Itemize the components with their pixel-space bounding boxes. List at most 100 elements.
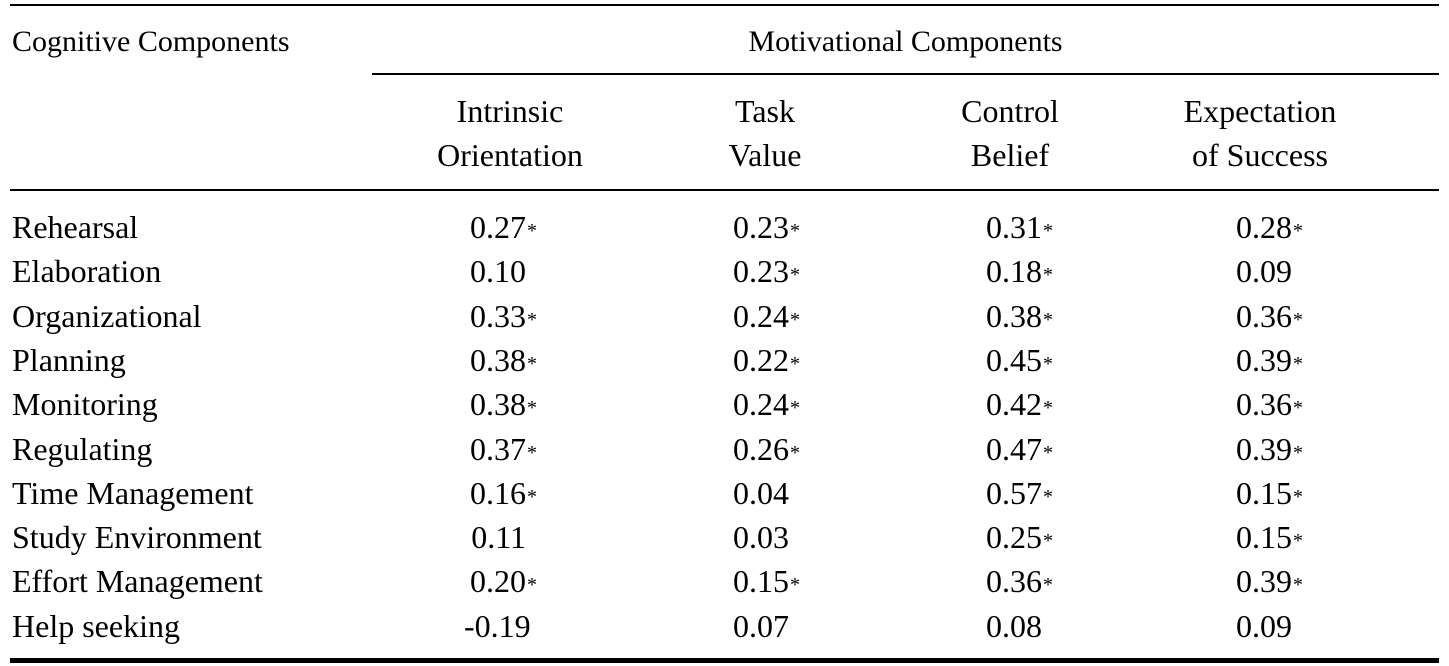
table-cell: 0.09 bbox=[1230, 249, 1293, 297]
group-heading: Motivational Components bbox=[748, 25, 1063, 58]
table-cell: 0.36* bbox=[1230, 294, 1303, 342]
cell-value: 0.39 bbox=[1236, 563, 1292, 599]
cell-value: 0.38 bbox=[470, 386, 526, 422]
cell-value: 0.04 bbox=[733, 475, 789, 511]
header-rule bbox=[10, 189, 1439, 191]
cell-value: 0.16 bbox=[470, 475, 526, 511]
cell-value: 0.24 bbox=[733, 386, 789, 422]
table-cell: 0.20* bbox=[464, 559, 537, 607]
cell-value: 0.47 bbox=[986, 431, 1042, 467]
cell-value: 0.09 bbox=[1236, 253, 1292, 289]
column-header-intrinsic-orientation: Intrinsic Orientation bbox=[390, 89, 630, 177]
significance-mark: * bbox=[790, 264, 800, 286]
column-header-line: Control bbox=[961, 93, 1059, 129]
table-cell: 0.47* bbox=[980, 427, 1053, 475]
group-rule bbox=[372, 73, 1439, 75]
table-row: Rehearsal 0.27* 0.23* 0.31* 0.28* bbox=[10, 205, 1439, 249]
cell-value: 0.23 bbox=[733, 209, 789, 245]
significance-mark: * bbox=[1293, 353, 1303, 375]
table-cell: 0.26* bbox=[727, 427, 800, 475]
significance-mark: * bbox=[527, 353, 537, 375]
cell-value: 0.36 bbox=[986, 563, 1042, 599]
cell-value: 0.22 bbox=[733, 342, 789, 378]
table-cell: 0.10 bbox=[464, 249, 527, 297]
row-label: Organizational bbox=[12, 298, 202, 334]
table-cell: 0.38* bbox=[464, 338, 537, 386]
column-header-line: Task bbox=[735, 93, 795, 129]
table-cell: 0.25* bbox=[980, 515, 1053, 563]
table-cell: 0.11 bbox=[464, 515, 527, 563]
table-row: Help seeking -0.19 0.07 0.08 0.09 bbox=[10, 604, 1439, 648]
table-cell: 0.16* bbox=[464, 471, 537, 519]
table-cell: 0.39* bbox=[1230, 559, 1303, 607]
table-cell: 0.24* bbox=[727, 294, 800, 342]
table-cell: 0.23* bbox=[727, 249, 800, 297]
table-row: Elaboration 0.10 0.23* 0.18* 0.09 bbox=[10, 249, 1439, 293]
cell-value: 0.37 bbox=[470, 431, 526, 467]
column-header-control-belief: Control Belief bbox=[890, 89, 1130, 177]
table-row: Effort Management 0.20* 0.15* 0.36* 0.39* bbox=[10, 559, 1439, 603]
significance-mark: * bbox=[1293, 574, 1303, 596]
cell-value: 0.42 bbox=[986, 386, 1042, 422]
cell-value: -0.19 bbox=[464, 608, 531, 644]
cell-value: 0.24 bbox=[733, 298, 789, 334]
table-cell: 0.22* bbox=[727, 338, 800, 386]
row-label: Help seeking bbox=[12, 608, 180, 644]
cell-value: 0.25 bbox=[986, 519, 1042, 555]
bottom-rule bbox=[10, 658, 1439, 663]
table-cell: 0.38* bbox=[464, 382, 537, 430]
table-row: Organizational 0.33* 0.24* 0.38* 0.36* bbox=[10, 294, 1439, 338]
table-cell: 0.36* bbox=[1230, 382, 1303, 430]
column-header-line: Intrinsic bbox=[456, 93, 564, 129]
table-cell: 0.31* bbox=[980, 205, 1053, 253]
cell-value: 0.27 bbox=[470, 209, 526, 245]
column-header-line: Belief bbox=[970, 137, 1050, 173]
table-cell: 0.33* bbox=[464, 294, 537, 342]
cell-value: 0.15 bbox=[1236, 475, 1292, 511]
significance-mark: * bbox=[1293, 309, 1303, 331]
cell-value: 0.39 bbox=[1236, 342, 1292, 378]
cell-value: 0.20 bbox=[470, 563, 526, 599]
significance-mark: * bbox=[1043, 264, 1053, 286]
significance-mark: * bbox=[1043, 309, 1053, 331]
cell-value: 0.39 bbox=[1236, 431, 1292, 467]
table-row: Study Environment 0.11 0.03 0.25* 0.15* bbox=[10, 515, 1439, 559]
table-cell: 0.45* bbox=[980, 338, 1053, 386]
cell-value: 0.23 bbox=[733, 253, 789, 289]
table-cell: 0.15* bbox=[1230, 515, 1303, 563]
cell-value: 0.57 bbox=[986, 475, 1042, 511]
row-label: Effort Management bbox=[12, 563, 263, 599]
table-cell: 0.18* bbox=[980, 249, 1053, 297]
significance-mark: * bbox=[1293, 530, 1303, 552]
table-cell: 0.23* bbox=[727, 205, 800, 253]
column-header-expectation-of-success: Expectation of Success bbox=[1140, 89, 1380, 177]
table-cell: 0.39* bbox=[1230, 427, 1303, 475]
table-row: Monitoring 0.38* 0.24* 0.42* 0.36* bbox=[10, 382, 1439, 426]
cell-value: 0.07 bbox=[733, 608, 789, 644]
table-cell: 0.37* bbox=[464, 427, 537, 475]
significance-mark: * bbox=[1043, 397, 1053, 419]
significance-mark: * bbox=[1293, 397, 1303, 419]
row-label: Study Environment bbox=[12, 519, 262, 555]
stub-heading: Cognitive Components bbox=[12, 25, 290, 58]
row-label: Elaboration bbox=[12, 253, 162, 289]
table-cell: 0.39* bbox=[1230, 338, 1303, 386]
table-cell: 0.09 bbox=[1230, 604, 1293, 652]
cell-value: 0.38 bbox=[986, 298, 1042, 334]
row-label: Rehearsal bbox=[12, 209, 139, 245]
table-cell: 0.57* bbox=[980, 471, 1053, 519]
significance-mark: * bbox=[1043, 486, 1053, 508]
cell-value: 0.03 bbox=[733, 519, 789, 555]
table-cell: 0.07 bbox=[727, 604, 790, 652]
row-label: Regulating bbox=[12, 431, 153, 467]
cell-value: 0.45 bbox=[986, 342, 1042, 378]
table-cell: 0.36* bbox=[980, 559, 1053, 607]
significance-mark: * bbox=[790, 442, 800, 464]
significance-mark: * bbox=[1043, 442, 1053, 464]
cell-value: 0.15 bbox=[733, 563, 789, 599]
table-cell: 0.27* bbox=[464, 205, 537, 253]
cell-value: 0.15 bbox=[1236, 519, 1292, 555]
significance-mark: * bbox=[1293, 220, 1303, 242]
row-label: Planning bbox=[12, 342, 126, 378]
correlation-table: Cognitive Components Motivational Compon… bbox=[10, 0, 1439, 666]
